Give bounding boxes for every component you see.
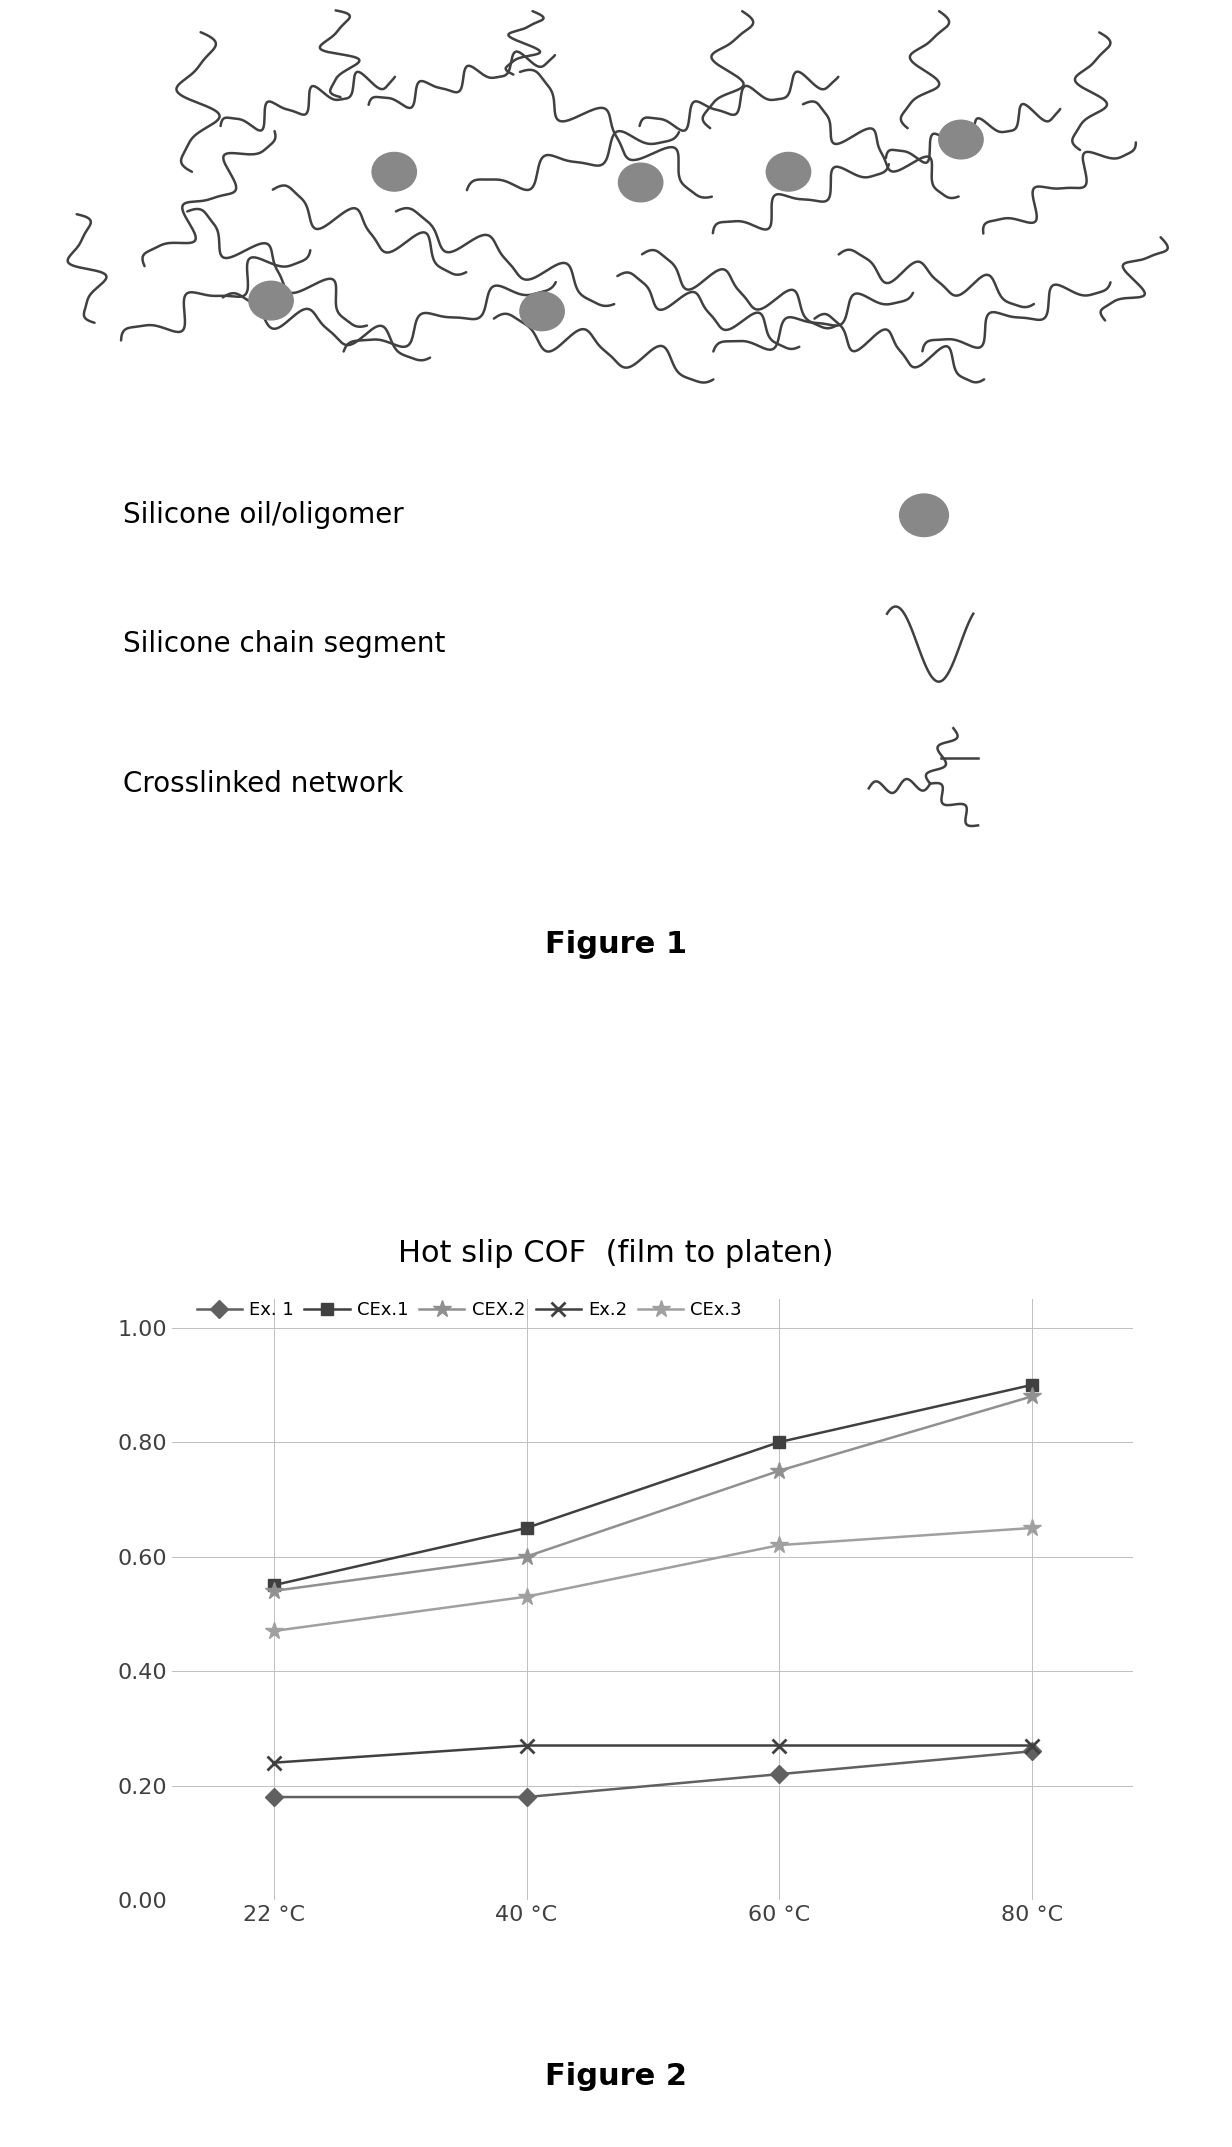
Circle shape <box>618 163 663 202</box>
Text: Figure 2: Figure 2 <box>545 2061 687 2091</box>
Circle shape <box>249 281 293 320</box>
Circle shape <box>939 120 983 159</box>
Text: Figure 1: Figure 1 <box>545 930 687 960</box>
Text: Silicone chain segment: Silicone chain segment <box>123 629 446 659</box>
Text: Hot slip COF  (film to platen): Hot slip COF (film to platen) <box>398 1239 834 1269</box>
Text: Silicone oil/oligomer: Silicone oil/oligomer <box>123 500 404 530</box>
Circle shape <box>766 152 811 191</box>
Circle shape <box>899 494 949 537</box>
Text: Crosslinked network: Crosslinked network <box>123 769 404 799</box>
Legend: Ex. 1, CEx.1, CEX.2, Ex.2, CEx.3: Ex. 1, CEx.1, CEX.2, Ex.2, CEx.3 <box>191 1297 748 1325</box>
Circle shape <box>372 152 416 191</box>
Circle shape <box>520 292 564 331</box>
